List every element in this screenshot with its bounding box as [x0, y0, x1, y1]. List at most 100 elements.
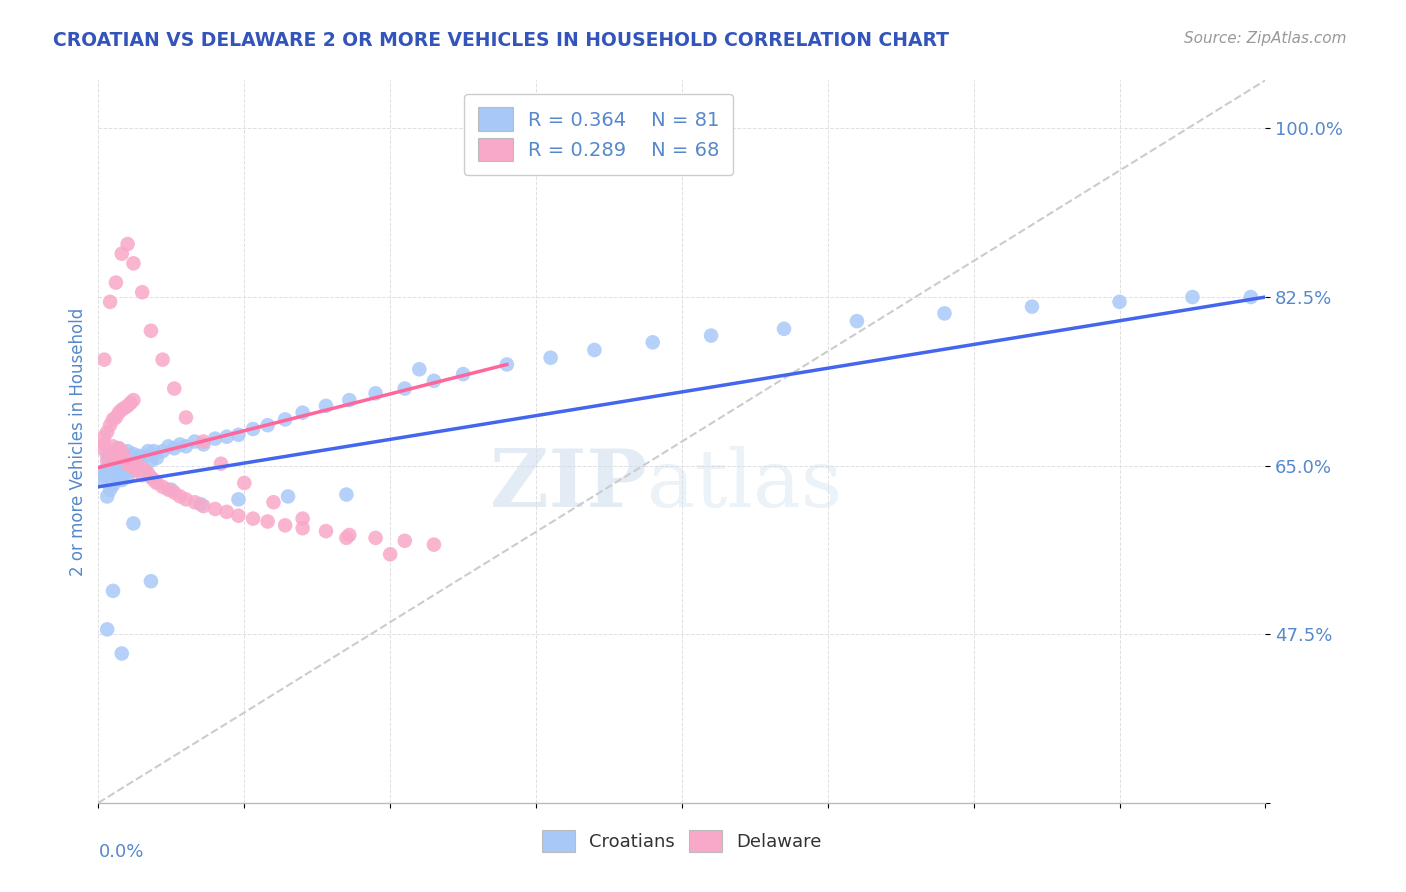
- Point: [174, 439, 197, 453]
- Point: [139, 470, 162, 484]
- Point: [104, 444, 127, 458]
- Point: [146, 450, 169, 465]
- Legend: Croatians, Delaware: Croatians, Delaware: [534, 822, 830, 859]
- Point: [111, 444, 134, 458]
- Point: [131, 285, 153, 300]
- Point: [122, 460, 145, 475]
- Point: [193, 434, 215, 449]
- Point: [190, 497, 212, 511]
- Point: [169, 437, 191, 451]
- Point: [274, 412, 297, 426]
- Point: [335, 531, 357, 545]
- Point: [101, 412, 124, 426]
- Point: [93, 352, 115, 367]
- Point: [108, 406, 131, 420]
- Point: [128, 458, 150, 473]
- Point: [315, 399, 337, 413]
- Point: [139, 454, 162, 468]
- Point: [204, 502, 226, 516]
- Point: [93, 437, 115, 451]
- Point: [380, 547, 402, 561]
- Point: [90, 442, 112, 456]
- Point: [98, 450, 121, 465]
- Point: [114, 450, 136, 465]
- Point: [423, 538, 446, 552]
- Text: Source: ZipAtlas.com: Source: ZipAtlas.com: [1184, 31, 1347, 46]
- Point: [104, 449, 127, 463]
- Point: [104, 276, 127, 290]
- Point: [117, 458, 139, 473]
- Point: [583, 343, 606, 357]
- Point: [496, 358, 519, 372]
- Point: [96, 425, 118, 439]
- Point: [139, 324, 162, 338]
- Point: [540, 351, 562, 365]
- Point: [108, 454, 131, 468]
- Text: ZIP: ZIP: [489, 446, 647, 524]
- Point: [423, 374, 446, 388]
- Point: [163, 485, 186, 500]
- Point: [98, 460, 121, 475]
- Point: [242, 422, 264, 436]
- Point: [111, 246, 134, 260]
- Text: atlas: atlas: [647, 446, 842, 524]
- Point: [152, 480, 174, 494]
- Point: [233, 475, 256, 490]
- Point: [117, 444, 139, 458]
- Point: [1240, 290, 1263, 304]
- Point: [101, 447, 124, 461]
- Point: [108, 468, 131, 483]
- Point: [146, 475, 169, 490]
- Point: [101, 439, 124, 453]
- Point: [98, 483, 121, 497]
- Point: [96, 449, 118, 463]
- Point: [934, 306, 956, 320]
- Point: [104, 410, 127, 425]
- Point: [122, 256, 145, 270]
- Point: [134, 449, 156, 463]
- Point: [96, 623, 118, 637]
- Point: [117, 470, 139, 484]
- Point: [193, 437, 215, 451]
- Point: [104, 470, 127, 484]
- Point: [122, 447, 145, 461]
- Point: [337, 393, 360, 408]
- Point: [96, 454, 118, 468]
- Point: [215, 430, 238, 444]
- Point: [120, 396, 142, 410]
- Point: [274, 518, 297, 533]
- Point: [174, 410, 197, 425]
- Point: [157, 439, 180, 453]
- Point: [183, 434, 205, 449]
- Point: [163, 442, 186, 456]
- Point: [93, 463, 115, 477]
- Point: [193, 499, 215, 513]
- Point: [90, 472, 112, 486]
- Point: [256, 418, 278, 433]
- Point: [315, 524, 337, 538]
- Point: [125, 454, 148, 468]
- Point: [117, 399, 139, 413]
- Point: [1181, 290, 1204, 304]
- Point: [451, 367, 474, 381]
- Point: [117, 457, 139, 471]
- Point: [641, 335, 664, 350]
- Point: [131, 460, 153, 475]
- Point: [262, 495, 284, 509]
- Point: [364, 531, 387, 545]
- Point: [846, 314, 869, 328]
- Point: [117, 237, 139, 252]
- Point: [134, 463, 156, 477]
- Point: [122, 516, 145, 531]
- Point: [160, 483, 183, 497]
- Point: [108, 442, 131, 456]
- Point: [700, 328, 723, 343]
- Point: [96, 490, 118, 504]
- Point: [101, 583, 124, 598]
- Point: [169, 490, 191, 504]
- Point: [364, 386, 387, 401]
- Point: [277, 490, 299, 504]
- Point: [394, 533, 416, 548]
- Point: [114, 463, 136, 477]
- Point: [128, 449, 150, 463]
